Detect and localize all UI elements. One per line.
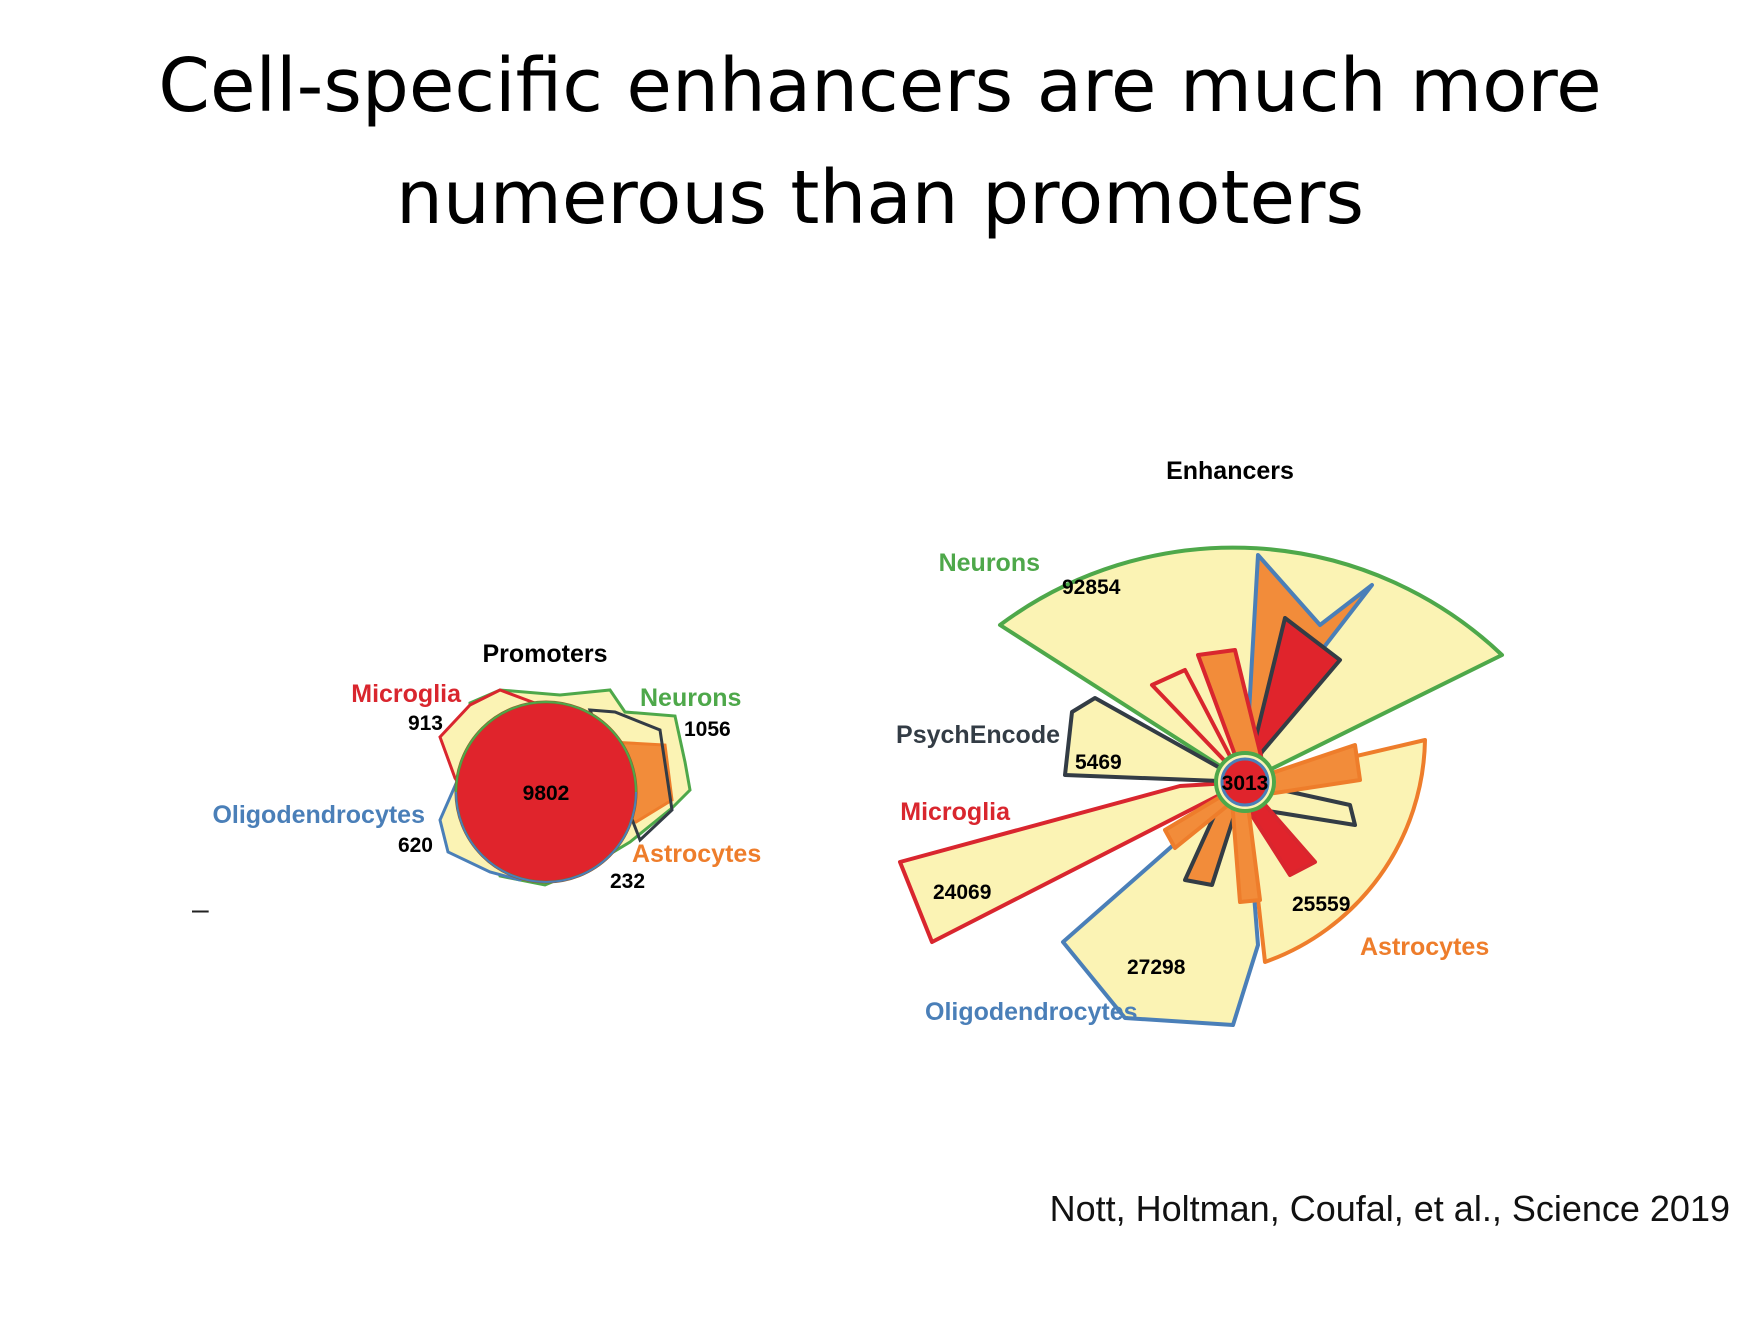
promoters-core-ring-green [455,701,637,793]
promoters-astrocytes-label: Astrocytes [632,840,761,868]
title-line-1: Cell-specific enhancers are much more [158,43,1602,129]
title-line-2: numerous than promoters [395,155,1365,241]
enhancers-astrocytes-value: 25559 [1292,893,1350,916]
enhancers-microglia-sector [898,780,1247,944]
enhancers-astrocytes-label: Astrocytes [1360,933,1489,961]
promoters-oligodendrocytes-label: Oligodendrocytes [212,801,425,829]
stray-dash: – [192,893,209,926]
enhancers-oligodendrocytes-value: 27298 [1127,956,1186,979]
slide-title: Cell-specific enhancers are much more nu… [80,30,1680,254]
enhancers-psychencode-label: PsychEncode [896,721,1060,749]
enhancers-psychencode-value: 5469 [1075,751,1122,774]
promoters-oligodendrocytes-value: 620 [398,834,433,857]
promoters-neurons-value: 1056 [684,718,731,741]
enhancers-psychencode-sector [1063,696,1247,784]
enhancers-neurons-label: Neurons [939,549,1040,577]
promoters-neurons-label: Neurons [640,684,741,712]
promoters-core-ring [455,791,637,883]
enhancers-diagram: Enhancers 3013 Neurons 92854 PsychEncode… [896,457,1504,1027]
enhancers-oligodendrocytes-label: Oligodendrocytes [925,998,1138,1026]
promoters-diagram: Promoters 9802 Microglia 913 Neurons 105… [212,640,761,893]
enhancers-microglia-value: 24069 [933,881,991,904]
enhancers-core [1220,757,1270,807]
enhancers-microglia-label: Microglia [900,798,1011,826]
promoters-microglia-value: 913 [408,712,443,735]
promoters-title: Promoters [482,640,607,668]
enhancers-title: Enhancers [1166,457,1294,485]
enhancers-neurons-value: 92854 [1062,576,1121,599]
citation: Nott, Holtman, Coufal, et al., Science 2… [1049,1188,1730,1229]
promoters-center-value: 9802 [523,782,570,805]
promoters-astrocytes-value: 232 [610,870,645,893]
promoters-microglia-label: Microglia [351,680,462,708]
enhancers-center-value: 3013 [1222,772,1269,795]
